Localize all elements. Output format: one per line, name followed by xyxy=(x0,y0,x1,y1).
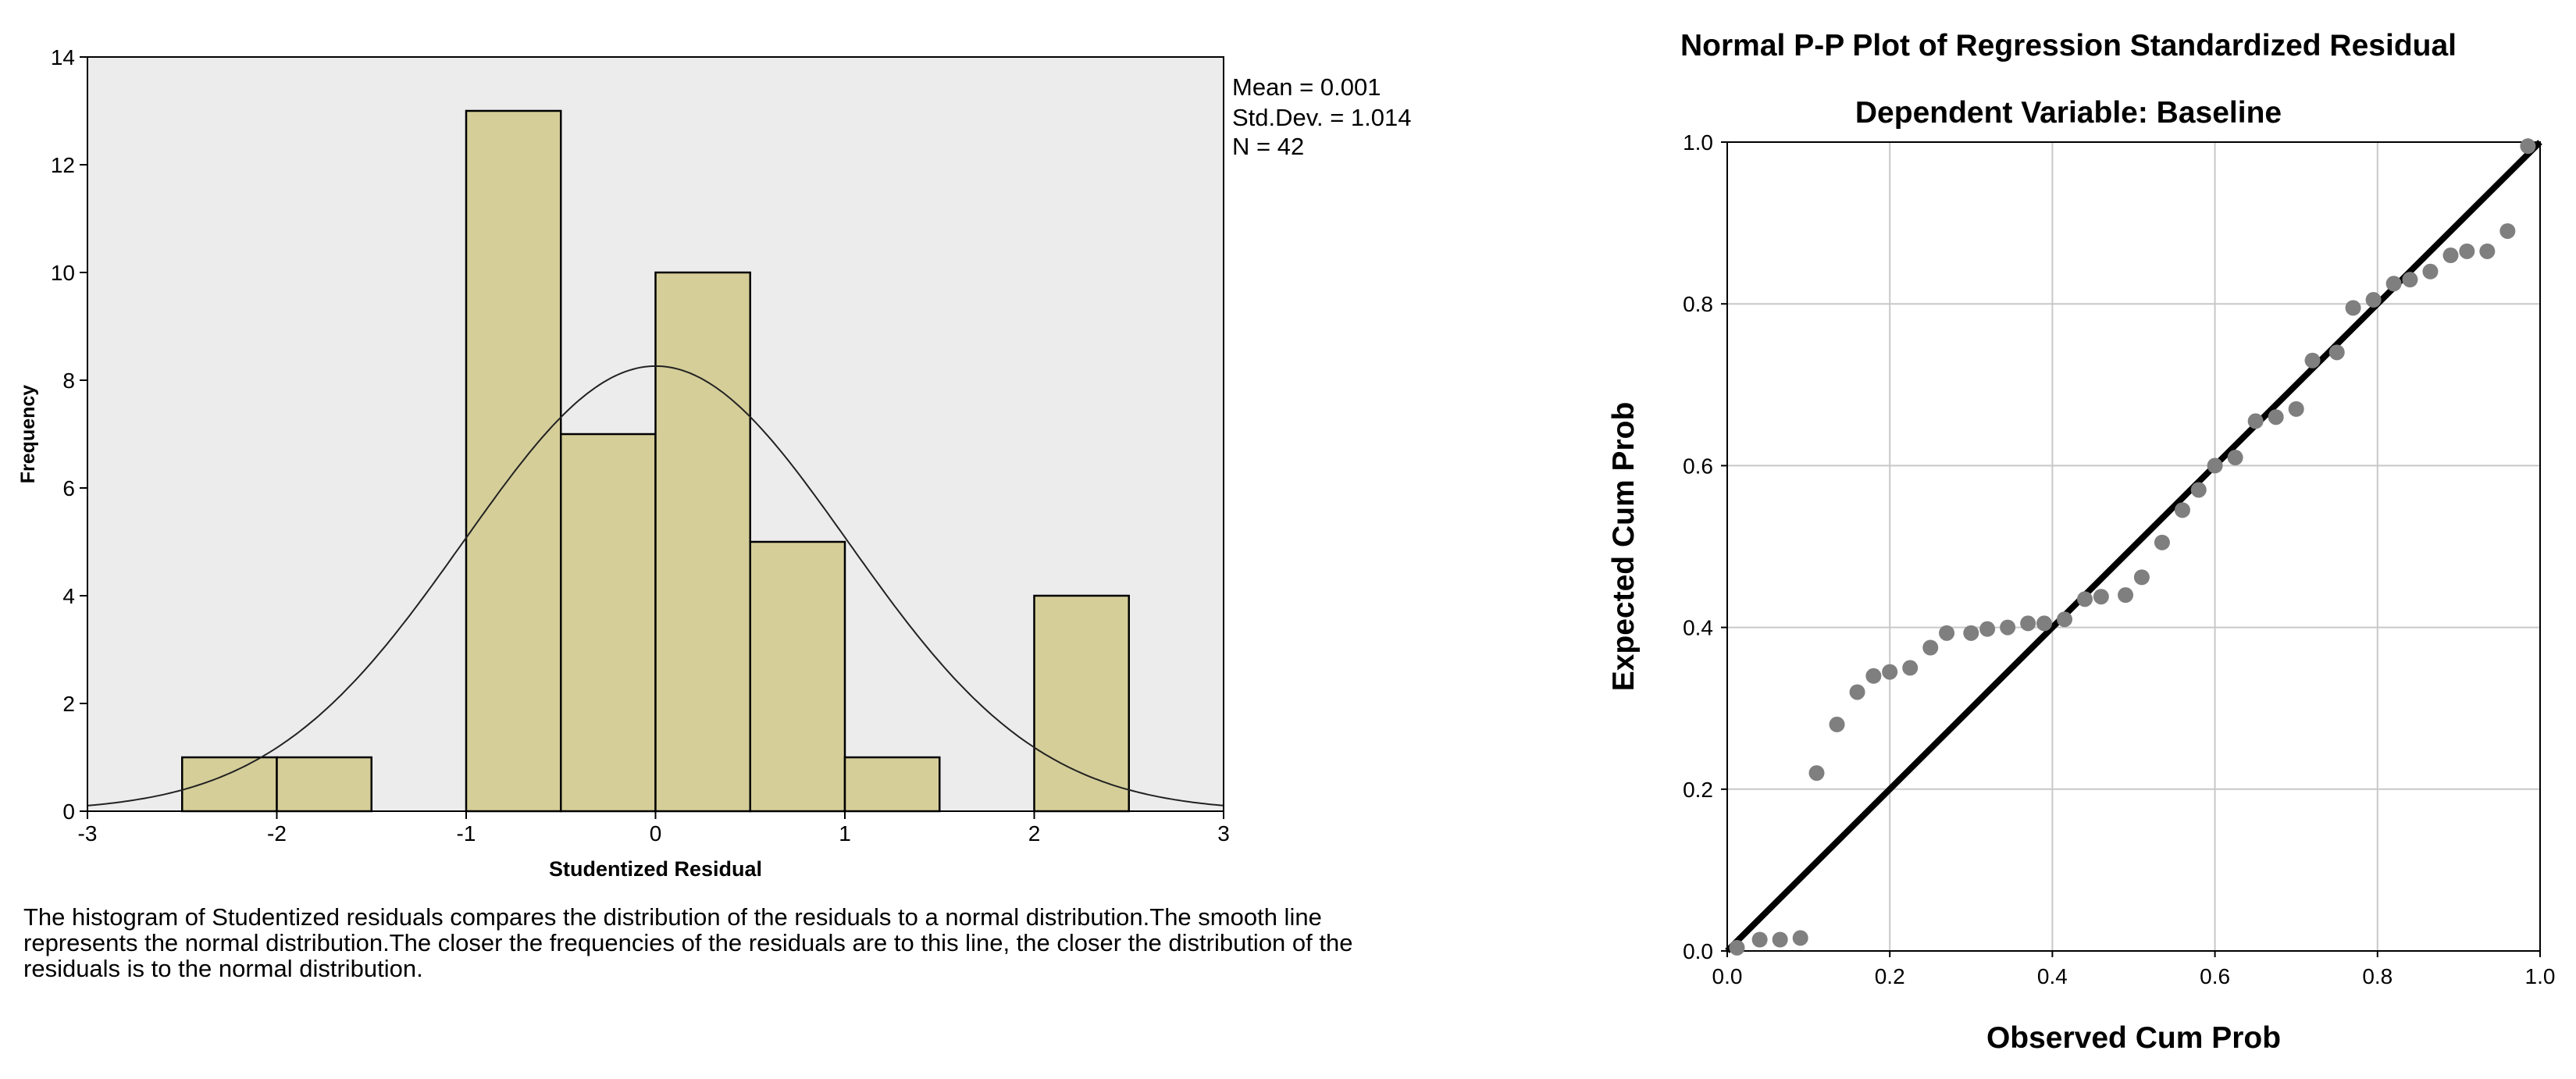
y-tick-label: 0.6 xyxy=(1683,454,1713,478)
x-tick-label: 1.0 xyxy=(2525,964,2556,988)
pp-x-axis-label: Observed Cum Prob xyxy=(1986,1021,2281,1055)
pp-point xyxy=(1922,639,1939,656)
pp-point xyxy=(2268,409,2284,426)
pp-point xyxy=(2422,263,2439,280)
pp-point xyxy=(2174,502,2190,518)
x-tick-label: 0.0 xyxy=(1712,964,1743,988)
pp-point xyxy=(1792,930,1808,946)
histogram-bar xyxy=(465,109,562,813)
pp-plot-title: Normal P-P Plot of Regression Standardiz… xyxy=(1680,29,2457,62)
histogram-bar xyxy=(1033,594,1130,813)
pp-point xyxy=(2154,534,2170,550)
pp-plot-frame xyxy=(1726,141,2541,952)
y-tick-label: 14 xyxy=(51,45,75,69)
histogram-bar xyxy=(560,433,657,813)
pp-y-axis-label: Expected Cum Prob xyxy=(1607,402,1641,692)
pp-point xyxy=(2247,413,2264,429)
y-tick-label: 0.8 xyxy=(1683,292,1713,316)
pp-point xyxy=(1902,660,1919,676)
y-tick-label: 0.0 xyxy=(1683,939,1713,963)
pp-point xyxy=(2479,243,2496,259)
pp-point xyxy=(1865,668,1882,684)
pp-point xyxy=(2442,247,2459,264)
x-tick-label: 1 xyxy=(839,821,851,846)
pp-point xyxy=(1849,684,1865,700)
y-tick-label: 2 xyxy=(62,692,75,716)
y-tick-label: 6 xyxy=(62,476,75,500)
histogram-bar xyxy=(654,271,751,813)
x-tick-label: 0.4 xyxy=(2037,964,2068,988)
histogram-bar xyxy=(843,756,941,813)
pp-point xyxy=(1829,716,1845,732)
y-tick-label: 1.0 xyxy=(1683,130,1713,155)
pp-point xyxy=(2402,272,2418,288)
y-tick-label: 8 xyxy=(62,369,75,393)
normal-curve xyxy=(87,365,1224,807)
y-tick-label: 4 xyxy=(62,584,75,608)
stat-std-dev: Std.Dev. = 1.014 xyxy=(1232,104,1412,131)
pp-point xyxy=(2118,587,2134,604)
x-tick-label: 2 xyxy=(1028,821,1041,846)
x-tick-label: 0.8 xyxy=(2362,964,2393,988)
pp-point xyxy=(2520,138,2536,155)
histogram-y-axis-label: Frequency xyxy=(17,385,39,484)
pp-plot-chart: Normal P-P Plot of Regression Standardiz… xyxy=(1607,29,2556,1055)
x-tick-label: 0.6 xyxy=(2200,964,2230,988)
pp-point xyxy=(2036,615,2052,632)
pp-point xyxy=(2328,344,2345,361)
pp-point xyxy=(2288,401,2304,417)
pp-point xyxy=(2057,611,2073,628)
y-tick-label: 0 xyxy=(62,799,75,824)
pp-point xyxy=(2207,458,2223,474)
pp-point xyxy=(1729,939,1745,956)
pp-point xyxy=(2093,589,2109,605)
histogram-caption: The histogram of Studentized residuals c… xyxy=(23,903,1353,982)
pp-point xyxy=(2345,300,2361,316)
pp-point xyxy=(2190,482,2207,498)
y-tick-label: 0.4 xyxy=(1683,616,1713,640)
pp-point xyxy=(2227,450,2243,466)
pp-plot-subtitle: Dependent Variable: Baseline xyxy=(1855,96,2282,130)
pp-point xyxy=(2365,292,2382,308)
histogram-bar xyxy=(181,756,278,813)
pp-point xyxy=(2000,619,2016,636)
pp-point xyxy=(2385,276,2402,292)
pp-point xyxy=(1808,765,1825,782)
x-tick-label: -2 xyxy=(267,821,287,846)
pp-point xyxy=(2304,352,2321,369)
x-tick-label: -1 xyxy=(457,821,476,846)
histogram-bar xyxy=(276,756,372,813)
histogram-x-axis-label: Studentized Residual xyxy=(549,857,762,881)
y-tick-label: 12 xyxy=(51,153,75,177)
pp-point xyxy=(2077,591,2093,607)
pp-point xyxy=(1751,931,1768,948)
pp-point xyxy=(1939,625,1955,641)
x-tick-label: -3 xyxy=(78,821,98,846)
stat-mean: Mean = 0.001 xyxy=(1232,73,1381,101)
pp-point xyxy=(2020,615,2036,632)
pp-point xyxy=(1882,664,1898,680)
y-tick-label: 10 xyxy=(51,261,75,285)
pp-point xyxy=(1979,621,1996,637)
pp-point xyxy=(2499,223,2516,239)
pp-point xyxy=(2133,569,2150,586)
x-tick-label: 0 xyxy=(650,821,662,846)
pp-point xyxy=(1963,625,1979,641)
pp-point xyxy=(2459,243,2475,259)
x-tick-label: 3 xyxy=(1217,821,1230,846)
histogram-bar xyxy=(749,540,846,813)
x-tick-label: 0.2 xyxy=(1875,964,1905,988)
stat-n: N = 42 xyxy=(1232,133,1304,160)
pp-point xyxy=(1772,931,1788,948)
y-tick-label: 0.2 xyxy=(1683,778,1713,802)
